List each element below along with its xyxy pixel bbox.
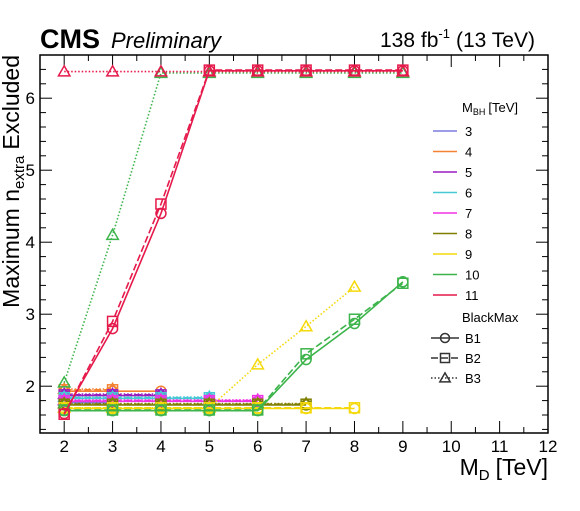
y-axis-title-main: Maximum n	[0, 189, 24, 308]
axis-ticks: 2 3 4 5 6 7 8 9 10 11 12 2 3 4 5 6	[26, 55, 558, 456]
x-tick-label: 4	[156, 437, 165, 456]
data-point-10-B2	[203, 404, 216, 416]
legend-mass-entries: 3 4 5 6 7 8 9 10 11	[433, 124, 479, 303]
legend-label-5: 5	[465, 165, 472, 180]
legend-mass-title-sub: BH	[473, 107, 486, 117]
x-tick-label: 11	[491, 437, 509, 456]
data-point-10-B3	[105, 227, 120, 241]
data-point-11-B3	[202, 64, 217, 77]
data-point-11-B3	[153, 64, 168, 77]
x-tick-label: 9	[398, 437, 407, 456]
data-point-9-B3	[347, 279, 362, 292]
data-point-11-B2	[58, 408, 70, 421]
legend-label-4: 4	[465, 145, 472, 160]
experiment-label: CMS	[40, 24, 100, 54]
luminosity-label: 138 fb-1 (13 TeV)	[380, 26, 535, 52]
luminosity-value: 138 fb	[380, 29, 438, 52]
legend-label-8: 8	[465, 227, 472, 242]
luminosity-exponent: -1	[438, 26, 450, 41]
data-point-9-B2	[348, 402, 361, 414]
series-10	[57, 65, 410, 417]
x-tick-label: 8	[350, 437, 359, 456]
x-tick-label: 2	[59, 437, 68, 456]
data-point-11-B2	[155, 198, 167, 210]
y-axis-title-suffix: Excluded	[0, 55, 24, 150]
x-axis-title: MD [TeV]	[460, 454, 548, 484]
status-label: Preliminary	[111, 28, 223, 53]
series-layer	[57, 64, 410, 421]
data-point-10-B2	[155, 404, 167, 416]
legend-label-10: 10	[465, 268, 479, 283]
plot-frame	[39, 54, 549, 434]
y-tick-label: 6	[26, 89, 35, 108]
legend-mass-title-main: M	[462, 100, 473, 115]
data-point-10-B2	[106, 404, 119, 416]
legend-model-marker-B2	[439, 352, 451, 364]
data-point-11-B2	[106, 315, 119, 328]
series-line-11-B2	[63, 69, 403, 415]
legend-mass-title-unit: [TeV]	[488, 100, 518, 115]
x-tick-label: 10	[442, 437, 461, 456]
legend-model-marker-B3	[438, 371, 452, 383]
data-point-10-B2	[348, 313, 361, 325]
x-tick-label: 7	[301, 437, 310, 456]
data-point-10-B2	[397, 277, 409, 289]
legend-model-label-B3: B3	[465, 371, 481, 386]
data-point-11-B3	[250, 64, 265, 77]
data-point-9-B2	[300, 402, 312, 414]
y-tick-label: 3	[26, 305, 35, 324]
data-point-9-B3	[299, 319, 314, 332]
x-tick-label: 6	[253, 437, 262, 456]
legend-label-7: 7	[465, 206, 472, 221]
x-tick-label: 3	[108, 437, 117, 456]
legend-model-label-B2: B2	[465, 351, 481, 366]
data-point-11-B3	[57, 64, 72, 77]
data-point-11-B3	[105, 64, 120, 77]
x-axis-title-sub: D	[479, 467, 490, 484]
legend-model-entries: B1 B2 B3	[431, 331, 481, 386]
x-axis-title-unit: [TeV]	[496, 454, 548, 480]
data-point-11-B3	[395, 64, 410, 77]
data-point-10-B2	[300, 348, 312, 360]
legend-model-title: BlackMax	[462, 310, 519, 325]
data-point-11-B1	[106, 322, 119, 335]
y-axis-title-sub: extra	[11, 155, 28, 189]
data-point-11-B3	[299, 64, 314, 77]
series-11	[57, 64, 410, 421]
energy-label: (13 TeV)	[456, 29, 535, 52]
data-point-10-B3	[57, 375, 72, 388]
y-axis-title: Maximum nextra Excluded	[0, 55, 28, 308]
y-tick-label: 2	[26, 377, 35, 396]
legend-model-marker-B1	[439, 332, 451, 344]
legend-label-3: 3	[465, 124, 472, 139]
data-point-10-B2	[251, 404, 264, 416]
series-line-10-B3	[63, 72, 403, 383]
legend-label-6: 6	[465, 186, 472, 201]
legend-label-9: 9	[465, 247, 472, 262]
y-tick-label: 4	[26, 233, 35, 252]
x-tick-label: 12	[539, 437, 558, 456]
x-axis-title-main: M	[460, 454, 479, 480]
data-point-11-B3	[347, 64, 362, 77]
legend-model-label-B1: B1	[465, 331, 481, 346]
series-line-10-B2	[64, 282, 404, 411]
legend-label-11: 11	[465, 288, 479, 303]
x-tick-label: 5	[205, 437, 214, 456]
legend-mass-title: MBH [TeV]	[462, 100, 518, 117]
y-tick-label: 5	[26, 161, 35, 180]
data-point-9-B3	[250, 357, 265, 370]
